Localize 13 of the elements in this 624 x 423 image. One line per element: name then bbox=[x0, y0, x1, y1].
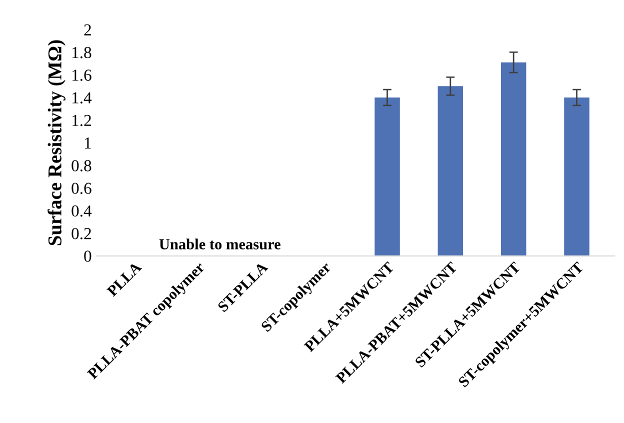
y-tick-label: 1.8 bbox=[72, 46, 92, 58]
y-tick-label: 0.6 bbox=[72, 182, 92, 194]
y-tick-label: 1.2 bbox=[72, 114, 91, 126]
y-tick-label: 0 bbox=[84, 250, 92, 262]
y-tick-label: 1 bbox=[84, 138, 91, 149]
y-tick-label: 1.6 bbox=[72, 70, 92, 81]
y-tick-label: 1.4 bbox=[72, 92, 92, 104]
annotation: Unable to measure bbox=[159, 238, 280, 250]
y-tick-label: 2 bbox=[84, 24, 91, 36]
y-tick-label: 0.2 bbox=[72, 228, 91, 240]
y-tick-label: 0.8 bbox=[72, 160, 92, 172]
y-axis-title: Surface Resistivity (MΩ) bbox=[48, 40, 66, 246]
y-tick-label: 0.4 bbox=[72, 205, 92, 217]
